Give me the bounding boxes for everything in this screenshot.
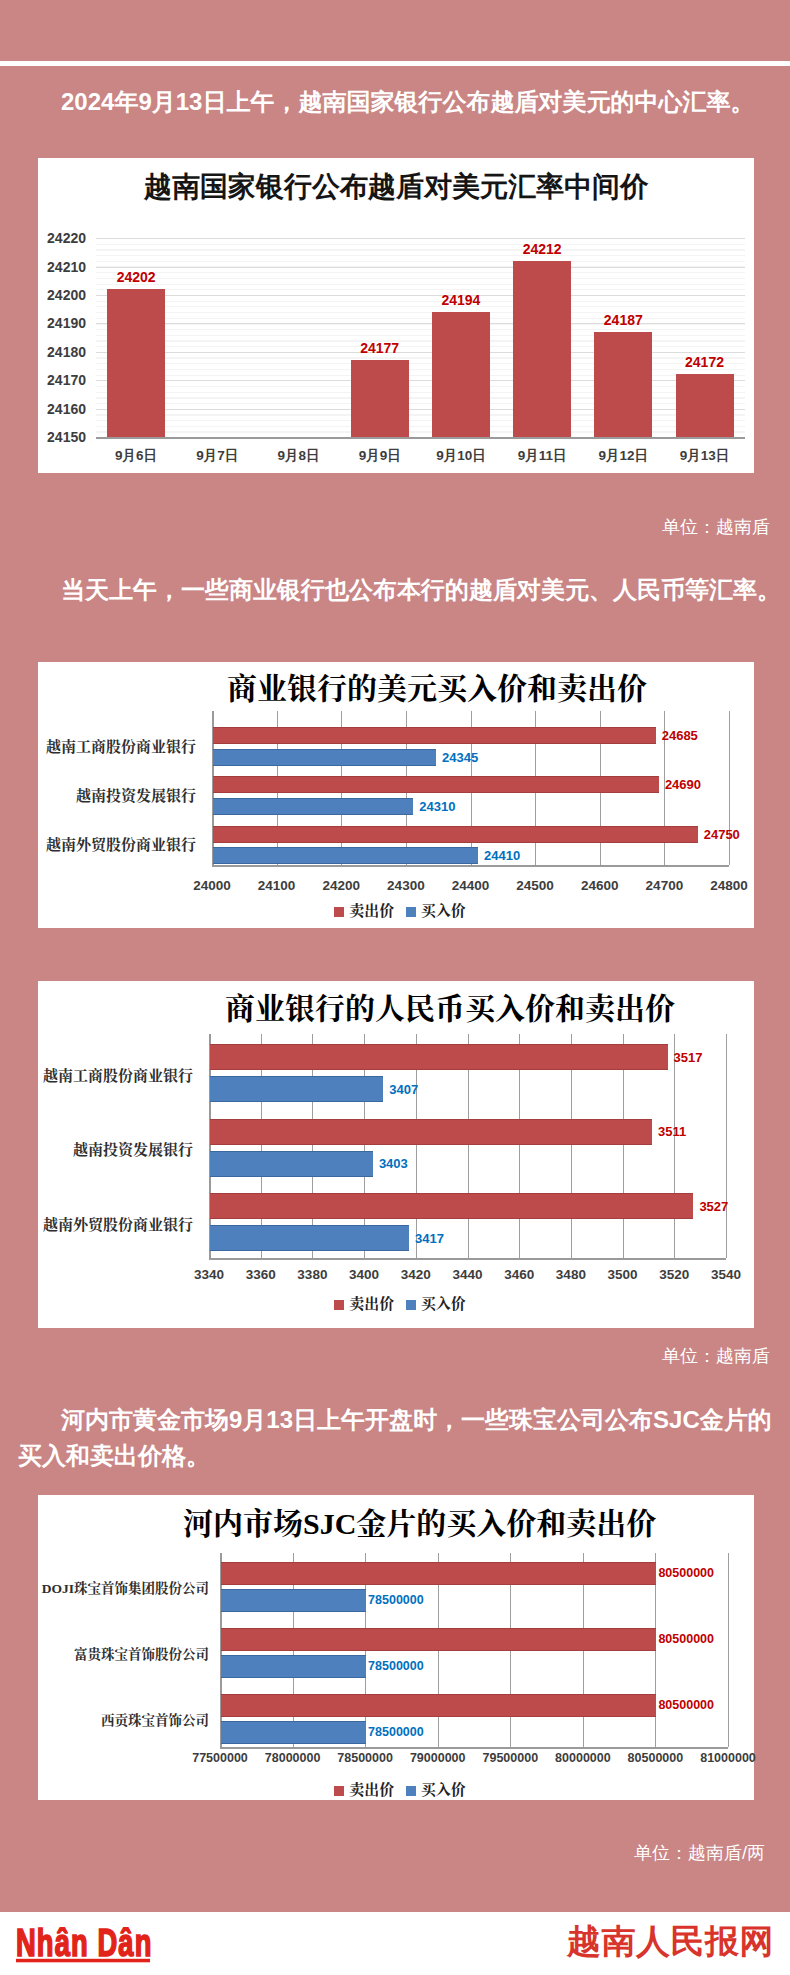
svg-text:Nhân Dân: Nhân Dân bbox=[16, 1927, 150, 1964]
